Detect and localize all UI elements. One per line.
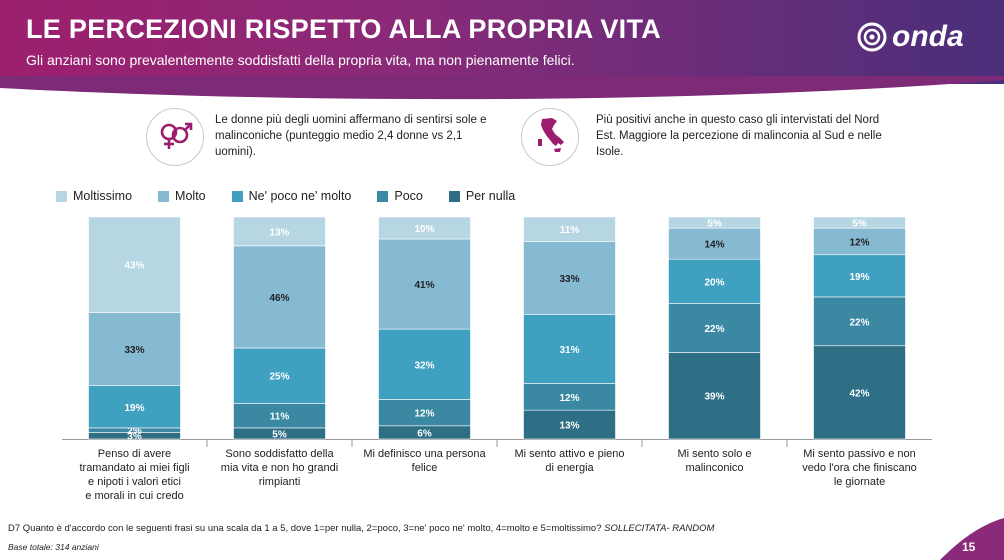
- bar-segment: [668, 258, 761, 304]
- header-wave-decoration: [0, 76, 1004, 100]
- data-label: 33%: [559, 274, 579, 285]
- chart-legend: Moltissimo Molto Ne' poco ne' molto Poco Per…: [56, 189, 541, 203]
- bar-segment: [233, 347, 326, 404]
- bar-segment: [233, 216, 326, 247]
- footnote-tag: SOLLECITATA- RANDOM: [604, 523, 715, 534]
- data-label: 42%: [849, 388, 869, 399]
- data-label: 43%: [124, 261, 144, 272]
- page-corner-decoration: [940, 518, 1004, 560]
- data-label: 19%: [124, 403, 144, 414]
- callout-gender-text: Le donne più degli uomini affermano di s…: [215, 114, 487, 158]
- bar-segment: [88, 385, 181, 429]
- data-label: 22%: [704, 324, 724, 335]
- legend-label: Per nulla: [465, 189, 516, 203]
- data-label: 10%: [414, 224, 434, 235]
- legend-swatch: [231, 190, 243, 202]
- legend-label: Moltissimo: [73, 189, 133, 203]
- data-label: 12%: [559, 393, 579, 404]
- legend-item: Poco: [377, 189, 423, 203]
- legend-swatch: [158, 190, 170, 202]
- data-label: 41%: [414, 280, 434, 291]
- data-label: 25%: [269, 372, 289, 383]
- category-label: Penso di avere tramandato ai miei figli e …: [79, 448, 189, 502]
- legend-swatch: [56, 190, 67, 202]
- data-label: 46%: [269, 293, 289, 304]
- footnote-base: Base totale: 314 anziani: [8, 542, 99, 552]
- page-number: 15: [962, 540, 976, 554]
- bar-segment: [378, 328, 471, 400]
- legend-label: Poco: [394, 189, 423, 203]
- data-label: 3%: [127, 432, 142, 443]
- data-label: 2%: [127, 426, 142, 437]
- category-label: Mi sento passivo e non vedo l'ora che fin…: [802, 448, 917, 488]
- bar-segment: [813, 345, 906, 440]
- bar-segment: [813, 216, 906, 229]
- category-label: Mi sento solo e malinconico: [678, 448, 752, 474]
- data-label: 19%: [849, 272, 869, 283]
- header-banner: [0, 0, 1004, 84]
- bar-segment: [813, 227, 906, 256]
- bar-segment: [88, 312, 181, 387]
- category-label: Sono soddisfatto della mia vita e non ho …: [221, 448, 338, 488]
- data-label: 13%: [269, 227, 289, 238]
- bar-segment: [523, 241, 616, 315]
- data-label: 6%: [417, 428, 432, 439]
- callout-region-text: Più positivi anche in questo caso gli in…: [596, 114, 882, 158]
- data-label: 5%: [707, 219, 722, 230]
- data-label: 5%: [852, 219, 867, 230]
- category-label: Mi sento attivo e pieno di energia: [514, 448, 624, 474]
- bar-segment: [668, 216, 761, 229]
- data-label: 11%: [270, 412, 290, 423]
- bar-segment: [523, 314, 616, 384]
- legend-swatch: [448, 190, 460, 202]
- data-label: 13%: [559, 421, 579, 432]
- data-label: 5%: [272, 429, 287, 440]
- bar-segment: [378, 216, 471, 240]
- onda-logo: onda: [856, 20, 964, 54]
- bar-segment: [378, 238, 471, 330]
- data-label: 33%: [124, 345, 144, 356]
- bar-segment: [523, 409, 616, 440]
- legend-item: Moltissimo: [56, 189, 132, 203]
- legend-swatch: [377, 190, 389, 202]
- legend-item: Molto: [158, 189, 206, 203]
- data-label: 20%: [704, 277, 724, 288]
- legend-item: Per nulla: [448, 189, 516, 203]
- bar-segment: [88, 216, 181, 313]
- gender-symbols-icon: [146, 108, 204, 166]
- footnote-question-text: D7 Quanto è d'accordo con le seguenti fr…: [8, 523, 602, 534]
- bar-segment: [523, 216, 616, 242]
- bar-segment: [233, 403, 326, 429]
- bar-segment: [813, 254, 906, 298]
- legend-item: Ne' poco ne' molto: [231, 189, 352, 203]
- bar-segment: [378, 399, 471, 427]
- data-label: 12%: [414, 409, 434, 420]
- bar-segment: [668, 303, 761, 353]
- footnote-question: D7 Quanto è d'accordo con le seguenti fr…: [8, 523, 714, 534]
- data-label: 22%: [849, 317, 869, 328]
- data-label: 39%: [704, 392, 724, 403]
- category-label: Mi definisco una persona felice: [363, 448, 486, 474]
- italy-map-icon: [521, 108, 579, 166]
- stacked-bar-chart: 3%2% 19% 33% 43% Penso di avere tramandato ai…: [62, 216, 932, 502]
- onda-logo-icon: [857, 22, 887, 52]
- legend-label: Molto: [175, 189, 206, 203]
- data-label: 12%: [849, 237, 869, 248]
- bar-segment: [668, 227, 761, 260]
- data-label: 14%: [704, 240, 724, 251]
- onda-logo-text: onda: [892, 20, 964, 53]
- data-label: 11%: [560, 225, 580, 236]
- data-label: 31%: [559, 345, 579, 356]
- page-title: LE PERCEZIONI RISPETTO ALLA PROPRIA VITA: [26, 14, 662, 44]
- bar-segment: [813, 296, 906, 347]
- legend-label: Ne' poco ne' molto: [248, 189, 352, 203]
- bar-segment: [233, 245, 326, 349]
- page-subtitle: Gli anziani sono prevalentemente soddisf…: [26, 52, 575, 68]
- data-label: 32%: [414, 360, 434, 371]
